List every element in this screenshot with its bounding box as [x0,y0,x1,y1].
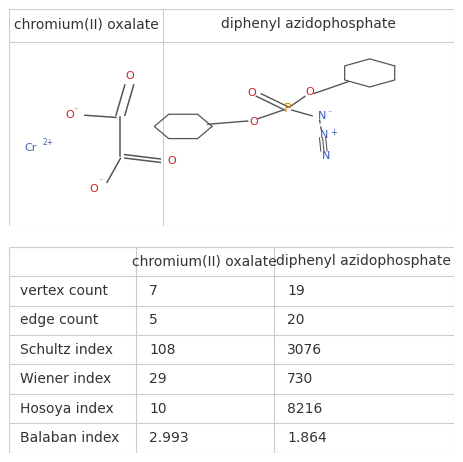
Text: edge count: edge count [20,313,99,327]
Text: 1.864: 1.864 [287,431,327,445]
Text: 8216: 8216 [287,401,322,416]
Text: vertex count: vertex count [20,284,108,298]
Text: chromium(II) oxalate: chromium(II) oxalate [132,255,277,268]
Text: O: O [167,156,176,166]
Text: N: N [318,111,326,121]
Text: O: O [65,110,74,120]
Text: 19: 19 [287,284,305,298]
Text: O: O [305,87,314,97]
Text: +: + [330,128,337,136]
Text: O: O [125,71,134,81]
Text: 108: 108 [149,343,176,357]
Text: ⁻: ⁻ [98,177,102,186]
Text: N: N [322,151,330,161]
Text: Cr: Cr [25,143,37,153]
Text: diphenyl azidophosphate: diphenyl azidophosphate [276,255,451,268]
Text: Hosoya index: Hosoya index [20,401,114,416]
Text: O: O [248,88,257,98]
Text: ⁻: ⁻ [327,109,332,117]
Text: Balaban index: Balaban index [20,431,120,445]
Text: P: P [283,102,291,115]
Text: O: O [249,117,258,127]
Text: 20: 20 [287,313,305,327]
Text: Wiener index: Wiener index [20,372,112,386]
Text: N: N [320,130,329,140]
Text: 10: 10 [149,401,167,416]
Text: 2+: 2+ [43,138,54,147]
Text: 2.993: 2.993 [149,431,189,445]
Text: ⁻: ⁻ [74,105,78,114]
Text: diphenyl azidophosphate: diphenyl azidophosphate [221,18,395,31]
Text: 7: 7 [149,284,158,298]
Text: O: O [89,184,98,194]
Text: 29: 29 [149,372,167,386]
Text: 730: 730 [287,372,313,386]
Text: Schultz index: Schultz index [20,343,113,357]
Text: chromium(II) oxalate: chromium(II) oxalate [13,18,158,31]
Text: 5: 5 [149,313,158,327]
Text: 3076: 3076 [287,343,322,357]
